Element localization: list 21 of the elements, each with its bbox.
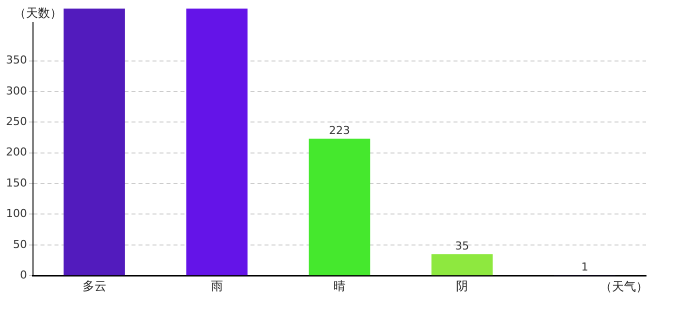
x-tick-label: 雨 — [210, 278, 223, 293]
bar — [308, 138, 370, 276]
x-axis-title: （天气） — [600, 280, 648, 294]
y-tick-label: 300 — [6, 84, 27, 98]
y-tick-label: 150 — [6, 176, 27, 190]
x-tick-label: 阴 — [456, 278, 468, 293]
y-tick-label: 200 — [6, 146, 27, 159]
data-label: 1 — [581, 260, 588, 274]
y-tick-label: 0 — [20, 268, 27, 282]
y-tick-label: 350 — [6, 54, 27, 67]
bar — [431, 254, 493, 276]
x-tick-label: 晴 — [334, 278, 346, 293]
y-tick-label: 100 — [6, 207, 27, 220]
bar — [64, 8, 125, 276]
data-label: 223 — [329, 124, 350, 138]
y-tick-label: 250 — [6, 115, 27, 128]
y-axis-title: （天数） — [14, 6, 62, 20]
bar — [186, 8, 248, 276]
y-tick-label: 50 — [12, 238, 27, 251]
x-tick-label: 多云 — [82, 278, 106, 293]
data-label: 35 — [455, 239, 470, 252]
